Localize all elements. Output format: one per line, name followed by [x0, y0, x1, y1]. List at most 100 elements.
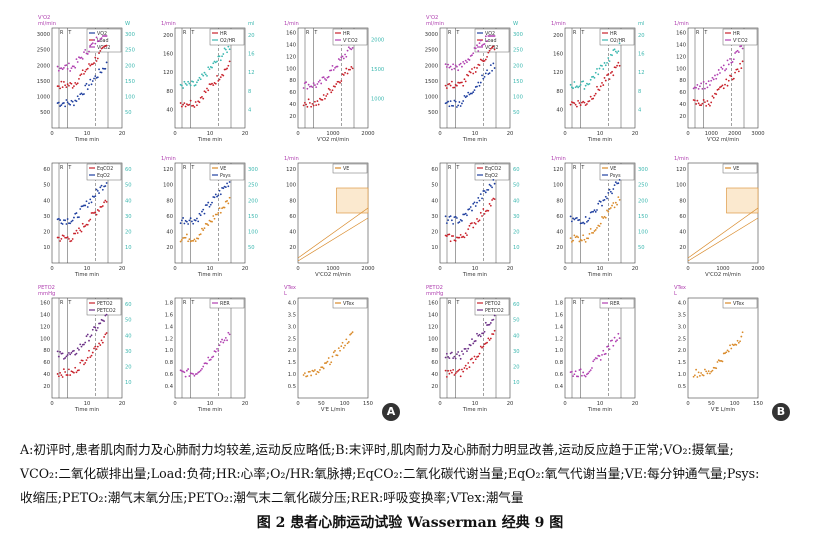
b5-data-point	[582, 234, 585, 237]
b1-data-point	[461, 102, 463, 105]
b3-data-point	[696, 84, 699, 86]
b2-data-point	[572, 87, 575, 90]
b2-ytick-right: 8	[638, 89, 641, 95]
b9-data-point	[737, 341, 740, 344]
a3-data-point	[325, 79, 328, 81]
b4-data-point	[487, 209, 490, 212]
b8-plot-frame	[564, 297, 636, 399]
a4-data-point	[98, 192, 100, 194]
b6-legend-label: VE	[733, 166, 739, 172]
a3-plot-frame	[297, 27, 369, 129]
a9-data-point	[317, 371, 320, 374]
b3-data-point	[735, 50, 738, 53]
a2-data-point	[192, 104, 195, 107]
a2-data-point	[180, 84, 183, 87]
a7-data-point	[105, 313, 108, 316]
a2-legend-label: O2/HR	[220, 38, 236, 44]
b2-data-point	[608, 60, 611, 63]
b3-data-point	[736, 68, 739, 71]
b1-data-point	[473, 66, 476, 69]
a4-data-point	[95, 213, 98, 216]
b8-data-point	[598, 355, 601, 357]
a5-ytick-right: 150	[248, 214, 258, 220]
a3-data-point	[302, 104, 305, 107]
a8-ytick-left: 1.4	[165, 324, 174, 330]
b3-data-point	[725, 78, 728, 81]
a7-legend-box	[86, 298, 122, 316]
a2-data-point	[185, 103, 188, 106]
b7-data-point	[466, 350, 468, 353]
a7-data-point	[68, 352, 70, 354]
a2-data-point	[222, 53, 225, 55]
b3-data-point	[715, 77, 718, 80]
a4-ytick-right: 50	[125, 183, 132, 189]
b3-data-point	[710, 101, 713, 104]
a3-data-point	[349, 68, 351, 71]
b7-phase-label: T	[455, 300, 459, 306]
b7-x-axis-label: Time min	[462, 407, 487, 413]
b3-data-point	[722, 87, 725, 90]
b5-data-point	[594, 210, 597, 213]
a9-data-point	[314, 369, 316, 371]
a4-data-point	[57, 236, 60, 239]
b3-data-point	[727, 79, 730, 82]
a4-data-point	[96, 209, 99, 211]
b3-data-point	[716, 73, 719, 76]
b5-data-point	[596, 209, 598, 211]
b3-data-point	[719, 72, 721, 74]
b7-ytick-right: 40	[513, 333, 520, 339]
a1-data-point	[64, 84, 67, 87]
a7-data-point	[105, 332, 108, 334]
b5-data-point	[593, 209, 596, 212]
b5-data-point	[583, 238, 586, 241]
a5-data-point	[218, 207, 221, 210]
a5-data-point	[226, 182, 228, 185]
b2-data-point	[583, 88, 586, 90]
b2-data-point	[611, 70, 613, 73]
b2-data-point	[614, 50, 617, 53]
a5-data-point	[194, 240, 197, 242]
b1-data-point	[473, 89, 476, 92]
b7-ytick-left: 160	[428, 301, 438, 307]
a1-ytick-right: 150	[125, 79, 135, 85]
b1-data-point	[453, 67, 456, 70]
b5-data-point	[608, 188, 611, 191]
b1-data-point	[445, 101, 448, 104]
b4-x-axis-label: Time min	[462, 272, 487, 278]
b5-ytick-right: 50	[638, 245, 645, 251]
a5-data-point	[208, 205, 211, 208]
b8-data-point	[591, 367, 593, 369]
b7-xtick: 10	[472, 401, 479, 407]
b8-ytick-left: 0.4	[555, 384, 564, 390]
b7-data-point	[488, 323, 491, 326]
b7-data-point	[452, 357, 455, 360]
b5-phase-label: T	[580, 165, 584, 171]
a5-xtick: 10	[207, 266, 214, 272]
a7-ytick-left: 120	[40, 324, 50, 330]
a5-data-point	[206, 204, 208, 206]
b3-data-point	[730, 75, 733, 78]
b4-data-point	[476, 218, 478, 220]
b5-data-point	[611, 204, 613, 207]
a3-data-point	[321, 98, 324, 101]
b8-data-point	[582, 371, 585, 374]
panel-b-badge: B	[772, 403, 790, 421]
a3-data-point	[307, 83, 310, 86]
a1-data-point	[57, 85, 60, 88]
a2-data-point	[212, 84, 215, 87]
a5-data-point	[188, 238, 191, 241]
b4-xtick: 20	[507, 266, 514, 272]
a7-data-point	[90, 334, 93, 337]
caption-line: A:初评时,患者肌肉耐力及心肺耐力均较差,运动反应略低;B:末评时,肌肉耐力及心…	[20, 442, 734, 457]
a8-data-point	[224, 336, 227, 339]
a3-data-point	[306, 87, 309, 90]
b2-data-point	[592, 75, 595, 78]
a1-data-point	[56, 65, 59, 68]
a5-data-point	[179, 222, 182, 225]
b4-data-point	[454, 239, 457, 242]
b1-data-point	[468, 70, 471, 73]
b7-data-point	[471, 338, 473, 341]
a3-data-point	[316, 83, 319, 85]
b7-data-point	[464, 364, 467, 367]
a2-data-point	[185, 84, 188, 86]
